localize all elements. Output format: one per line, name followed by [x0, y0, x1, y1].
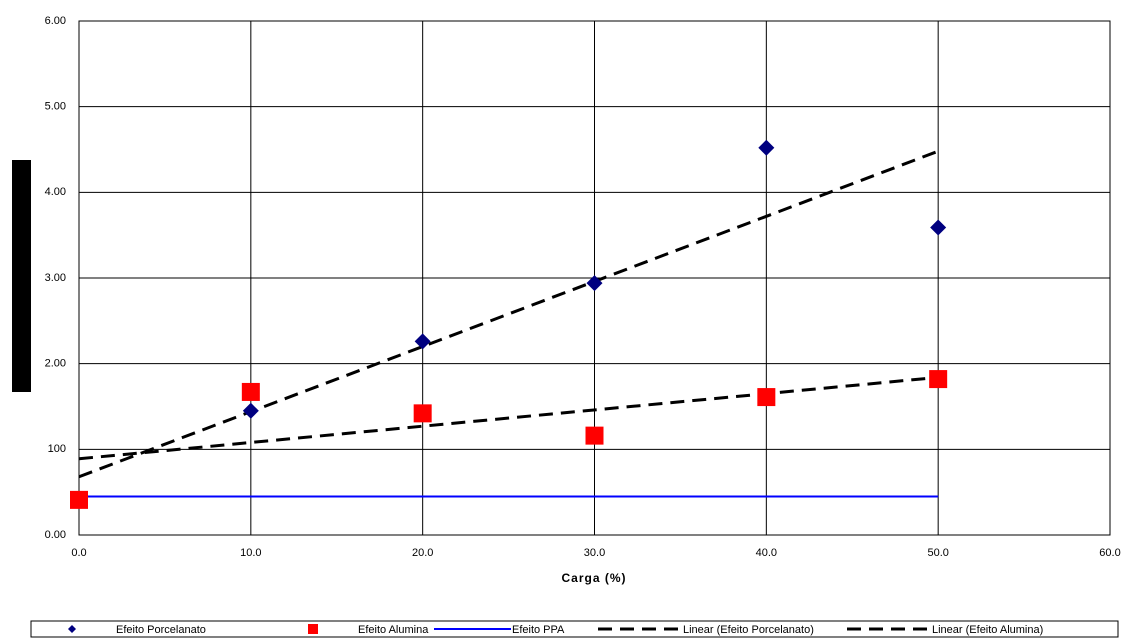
- x-tick-label: 10.0: [240, 547, 261, 559]
- x-tick-label: 40.0: [756, 547, 777, 559]
- data-point: [929, 370, 948, 389]
- data-point: [757, 388, 776, 407]
- data-point: [241, 382, 260, 401]
- data-point: [70, 490, 88, 509]
- y-tick-label: 0.00: [45, 529, 66, 541]
- data-point: [414, 333, 431, 350]
- data-point: [413, 404, 432, 423]
- data-point: [242, 402, 259, 419]
- series-line: [78, 375, 939, 461]
- data-point: [758, 139, 775, 156]
- series-line: [78, 149, 939, 479]
- data-point: [930, 219, 947, 236]
- legend-marker: [308, 624, 318, 634]
- data-point: [586, 275, 603, 292]
- x-tick-label: 60.0: [1099, 547, 1120, 559]
- x-tick-label: 30.0: [584, 547, 605, 559]
- y-tick-label: 6.00: [45, 15, 66, 27]
- legend-marker: [68, 625, 76, 633]
- legend-label: Efeito Alumina: [358, 624, 429, 636]
- x-axis-label: Carga (%): [561, 571, 626, 585]
- y-tick-label: 2.00: [45, 358, 66, 370]
- data-point: [585, 426, 604, 445]
- y-tick-label: 100: [48, 443, 66, 455]
- y-tick-label: 5.00: [45, 101, 66, 113]
- redacted-y-label: [12, 160, 31, 392]
- legend-label: Linear (Efeito Porcelanato): [683, 624, 814, 636]
- legend-box: [30, 620, 1119, 638]
- legend-label: Efeito Porcelanato: [116, 624, 206, 636]
- legend-label: Linear (Efeito Alumina): [932, 624, 1043, 636]
- y-tick-label: 4.00: [45, 186, 66, 198]
- y-tick-label: 3.00: [45, 272, 66, 284]
- x-tick-label: 0.0: [71, 547, 86, 559]
- plot-frame: [78, 20, 1111, 536]
- legend-label: Efeito PPA: [512, 624, 565, 636]
- x-tick-label: 20.0: [412, 547, 433, 559]
- x-tick-label: 50.0: [927, 547, 948, 559]
